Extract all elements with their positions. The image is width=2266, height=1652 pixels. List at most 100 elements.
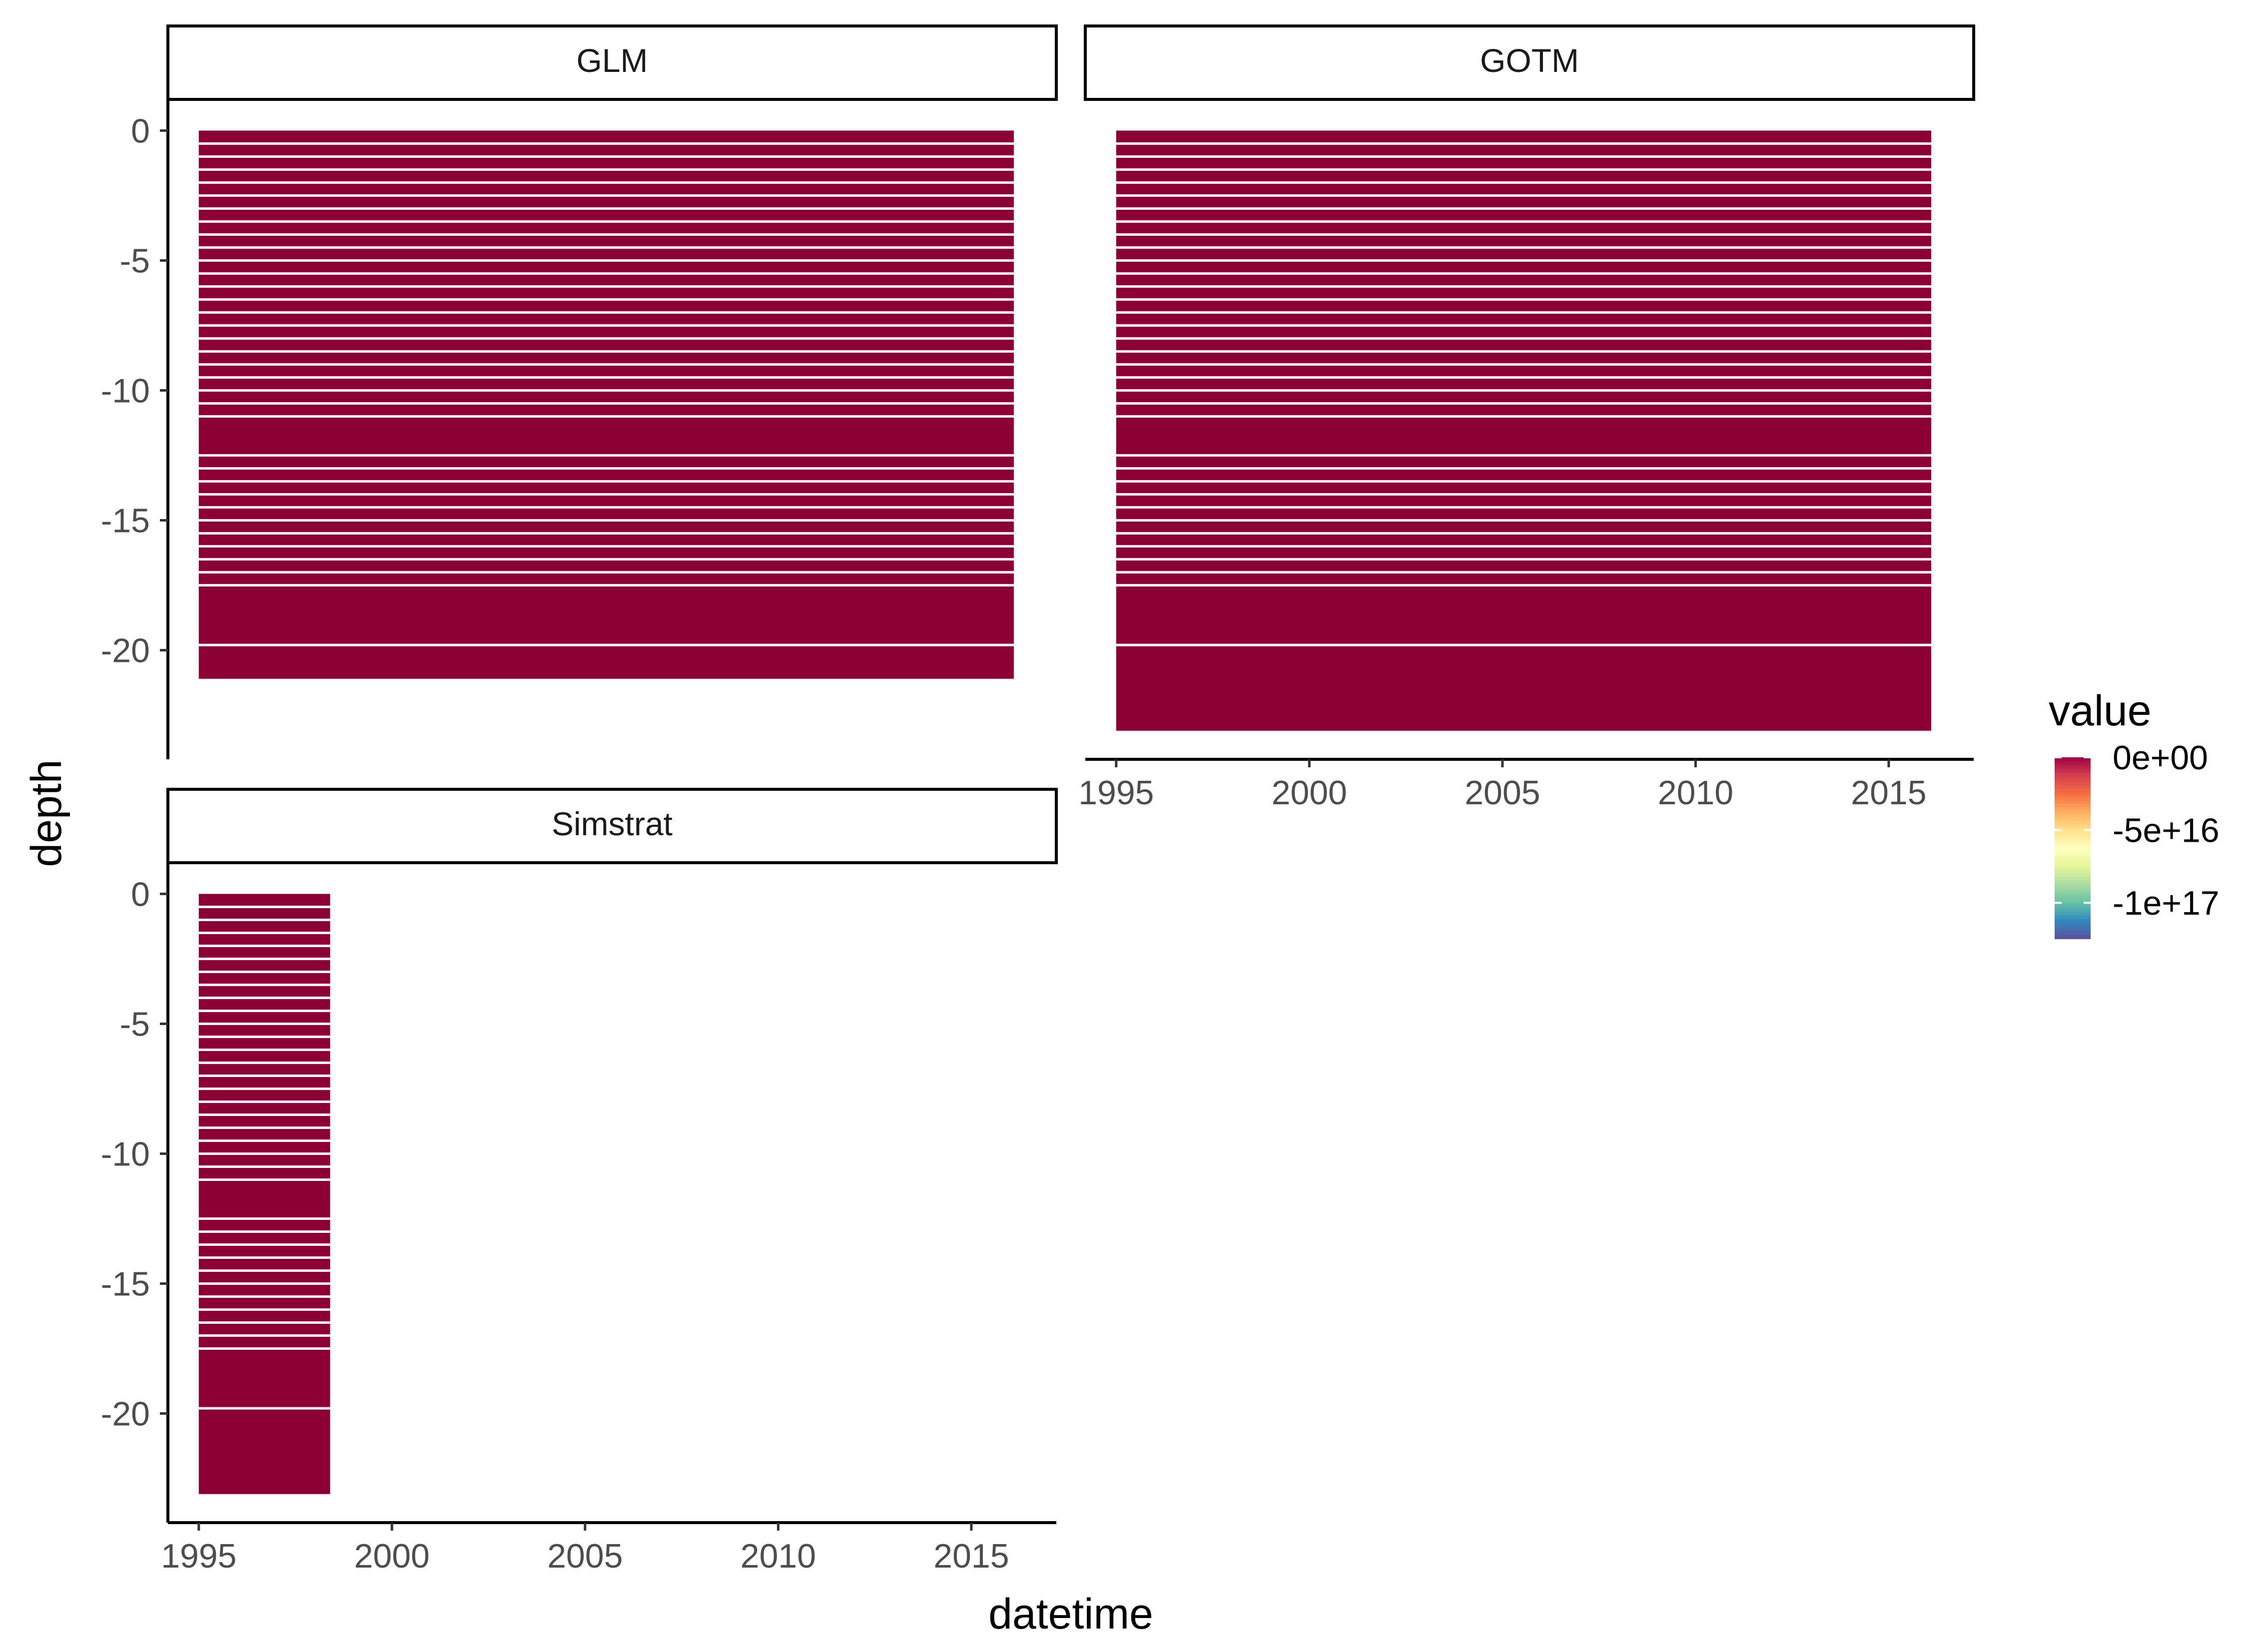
layer-gap-gotm-4 xyxy=(1116,194,1931,197)
legend-label-0: 0e+00 xyxy=(2113,739,2208,777)
layer-gap-glm-9 xyxy=(198,259,1014,262)
y-tick-label-simstrat-4: -20 xyxy=(101,1395,150,1433)
layer-gap-glm-8 xyxy=(198,246,1014,249)
layer-gap-simstrat-29 xyxy=(198,1308,330,1311)
legend-colorbar xyxy=(2055,757,2091,939)
heatmap-cells-gotm xyxy=(1116,130,1931,731)
layer-gap-simstrat-9 xyxy=(198,1022,330,1025)
layer-gap-glm-2 xyxy=(198,168,1014,171)
layer-gap-glm-16 xyxy=(198,350,1014,353)
x-axis-ticks-simstrat: 1995 2000 2005 2010 2015 xyxy=(161,1523,1009,1575)
layer-gap-glm-33 xyxy=(198,571,1014,574)
layer-gap-gotm-20 xyxy=(1116,402,1931,405)
layer-gap-glm-6 xyxy=(198,220,1014,223)
layer-gap-gotm-26 xyxy=(1116,506,1931,509)
heatmap-cell-block-glm xyxy=(198,130,1014,679)
layer-gap-glm-13 xyxy=(198,311,1014,314)
layer-gap-glm-5 xyxy=(198,207,1014,210)
layer-gap-gotm-11 xyxy=(1116,285,1931,288)
legend-ticks: 0e+00 -5e+16 -1e+17 xyxy=(2055,739,2220,922)
layer-gap-glm-26 xyxy=(198,506,1014,509)
layer-gap-glm-12 xyxy=(198,298,1014,301)
layer-gap-simstrat-17 xyxy=(198,1126,330,1129)
x-tick-label-simstrat-4: 2015 xyxy=(933,1537,1009,1575)
legend-label-2: -1e+17 xyxy=(2113,884,2220,922)
layer-gap-simstrat-8 xyxy=(198,1009,330,1012)
layer-gap-gotm-6 xyxy=(1116,220,1931,223)
x-tick-label-gotm-2: 2005 xyxy=(1465,774,1540,812)
layer-gap-gotm-23 xyxy=(1116,467,1931,470)
layer-gap-simstrat-14 xyxy=(198,1087,330,1090)
layer-gap-glm-11 xyxy=(198,285,1014,288)
layer-gap-glm-32 xyxy=(198,584,1014,587)
strip-label-gotm: GOTM xyxy=(1480,42,1579,79)
layer-gap-glm-34 xyxy=(198,643,1014,646)
layer-gap-simstrat-1 xyxy=(198,918,330,921)
y-tick-label-simstrat-1: -5 xyxy=(120,1005,150,1043)
layer-gap-simstrat-28 xyxy=(198,1295,330,1298)
layer-gap-glm-29 xyxy=(198,545,1014,548)
layer-gap-simstrat-3 xyxy=(198,944,330,947)
layer-gap-glm-30 xyxy=(198,558,1014,561)
strip-box-glm xyxy=(166,24,1058,101)
panel-gotm: GOTM 1995 2000 2005 2010 2015 xyxy=(1078,24,1975,812)
layer-gap-simstrat-24 xyxy=(198,1243,330,1246)
layer-gap-gotm-25 xyxy=(1116,493,1931,496)
y-axis-title: depth xyxy=(22,759,70,867)
layer-gap-simstrat-6 xyxy=(198,983,330,986)
y-tick-label-glm-4: -20 xyxy=(101,632,150,670)
layer-gap-glm-15 xyxy=(198,337,1014,340)
layer-gap-gotm-28 xyxy=(1116,532,1931,535)
heatmap-cell-block-gotm xyxy=(1116,130,1931,731)
layer-gap-gotm-30 xyxy=(1116,558,1931,561)
layer-gap-simstrat-10 xyxy=(198,1035,330,1038)
layer-gap-gotm-29 xyxy=(1116,545,1931,548)
legend-label-1: -5e+16 xyxy=(2113,812,2220,850)
layer-gap-simstrat-7 xyxy=(198,996,330,999)
layer-gap-glm-21 xyxy=(198,415,1014,418)
layer-gap-glm-20 xyxy=(198,402,1014,405)
legend: value 0e+00 -5e+16 -1e+17 xyxy=(2049,687,2220,939)
layer-gap-simstrat-26 xyxy=(198,1269,330,1272)
layer-gap-gotm-32 xyxy=(1116,584,1931,587)
layer-gap-simstrat-34 xyxy=(198,1407,330,1410)
layer-gap-simstrat-2 xyxy=(198,931,330,934)
y-tick-label-simstrat-0: 0 xyxy=(131,875,150,913)
x-axis-ticks-gotm: 1995 2000 2005 2010 2015 xyxy=(1078,759,1927,812)
x-tick-label-gotm-4: 2015 xyxy=(1851,774,1926,812)
strip-label-glm: GLM xyxy=(576,42,648,79)
layer-gap-gotm-18 xyxy=(1116,376,1931,379)
layer-gap-simstrat-30 xyxy=(198,1321,330,1324)
layer-gap-gotm-14 xyxy=(1116,324,1931,327)
layer-gap-gotm-13 xyxy=(1116,311,1931,314)
y-tick-label-glm-3: -15 xyxy=(101,502,150,540)
x-tick-label-gotm-0: 1995 xyxy=(1078,774,1154,812)
x-tick-label-gotm-3: 2010 xyxy=(1658,774,1733,812)
y-tick-label-glm-0: 0 xyxy=(131,112,150,150)
layer-gap-simstrat-11 xyxy=(198,1048,330,1051)
layer-gap-simstrat-16 xyxy=(198,1113,330,1116)
heatmap-cells-glm xyxy=(198,130,1014,679)
strip-box-gotm xyxy=(1084,24,1975,101)
x-tick-label-simstrat-1: 2000 xyxy=(354,1537,430,1575)
layer-gap-simstrat-18 xyxy=(198,1139,330,1142)
layer-gap-gotm-1 xyxy=(1116,155,1931,158)
layer-gap-gotm-9 xyxy=(1116,259,1931,262)
layer-gap-glm-25 xyxy=(198,493,1014,496)
x-tick-label-simstrat-3: 2010 xyxy=(741,1537,816,1575)
y-tick-label-simstrat-3: -15 xyxy=(101,1265,150,1303)
layer-gap-gotm-33 xyxy=(1116,571,1931,574)
layer-gap-gotm-12 xyxy=(1116,298,1931,301)
layer-gap-simstrat-19 xyxy=(198,1152,330,1155)
layer-gap-gotm-27 xyxy=(1116,519,1931,522)
heatmap-cell-block-simstrat xyxy=(198,894,330,1494)
layer-gap-glm-7 xyxy=(198,233,1014,236)
strip-box-simstrat xyxy=(166,788,1058,864)
layer-gap-simstrat-20 xyxy=(198,1165,330,1168)
layer-gap-glm-0 xyxy=(198,142,1014,145)
layer-gap-glm-18 xyxy=(198,376,1014,379)
layer-gap-simstrat-27 xyxy=(198,1282,330,1285)
x-axis-title: datetime xyxy=(988,1590,1153,1638)
layer-gap-simstrat-21 xyxy=(198,1178,330,1181)
